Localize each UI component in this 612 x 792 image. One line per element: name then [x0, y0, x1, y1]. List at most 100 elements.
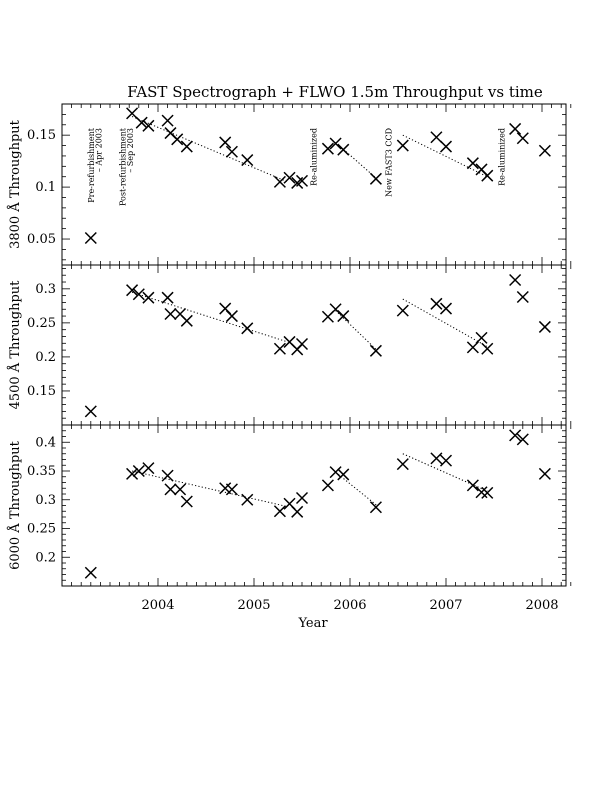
data-point — [142, 119, 155, 132]
data-point — [439, 302, 453, 315]
data-point — [180, 314, 193, 327]
data-point — [481, 169, 494, 182]
trend-line — [402, 134, 488, 178]
data-point — [241, 154, 254, 167]
data-point — [509, 273, 522, 287]
data-point — [126, 107, 139, 120]
data-point — [84, 231, 97, 245]
x-tick-labels: 2004 2005 2006 2007 2008 — [141, 598, 558, 613]
data-point — [430, 131, 443, 144]
trend-line — [131, 291, 288, 343]
data-point — [439, 454, 453, 467]
annotation-label: Re-aluminized — [498, 128, 507, 186]
data-point — [283, 171, 296, 184]
data-point — [396, 304, 409, 317]
data-point — [321, 479, 334, 492]
data-point — [396, 458, 409, 471]
y-tick-label: 0.2 — [35, 550, 56, 565]
data-point — [430, 452, 443, 465]
data-point — [84, 405, 97, 418]
data-point — [509, 429, 522, 442]
annotation-label: Post-refurbishment — [118, 127, 127, 206]
data-point — [164, 483, 177, 496]
data-point — [337, 143, 350, 156]
trend-line — [335, 142, 378, 180]
y-tick-label: 0.1 — [35, 180, 56, 195]
data-point — [369, 172, 382, 185]
y-tick-label: 0.25 — [27, 316, 56, 331]
data-point — [225, 145, 238, 158]
data-point — [439, 140, 453, 153]
data-point — [126, 284, 139, 297]
data-point — [164, 307, 177, 321]
data-point — [180, 495, 193, 508]
data-point — [142, 462, 155, 475]
data-point — [161, 469, 174, 482]
data-point — [516, 433, 529, 446]
data-point — [337, 468, 350, 481]
y-axis-label: 6000 Å Throughput — [7, 440, 23, 570]
data-point — [132, 288, 145, 301]
y-tick-label: 0.2 — [35, 350, 56, 365]
data-point — [475, 331, 488, 344]
y-tick-label: 0.3 — [35, 282, 56, 297]
data-point — [295, 174, 309, 187]
data-point — [369, 501, 382, 514]
x-tick-label: 2008 — [525, 598, 558, 613]
data-point — [135, 116, 148, 129]
trend-line — [131, 116, 288, 183]
x-tick-label: 2004 — [141, 598, 174, 613]
data-point — [126, 467, 139, 480]
data-point — [481, 486, 494, 499]
data-point — [538, 467, 551, 480]
data-point — [219, 136, 232, 149]
panel-1: 0.05 0.1 0.15 3800 Å Throughput — [7, 103, 572, 266]
data-point — [369, 344, 382, 357]
data-point — [171, 133, 184, 146]
data-point — [174, 483, 187, 496]
y-tick-label: 0.4 — [35, 435, 56, 450]
data-point — [396, 139, 409, 152]
y-tick-label: 0.15 — [27, 384, 56, 399]
data-point — [161, 291, 174, 304]
data-point — [295, 491, 309, 505]
trend-line — [131, 470, 288, 508]
data-point — [337, 310, 350, 323]
trend-line — [335, 310, 378, 351]
data-point — [180, 140, 193, 153]
annotation-label: Pre-refurbishment — [87, 127, 96, 203]
panel-3: 0.2 0.25 0.3 0.35 0.4 6000 Å Throughput — [7, 424, 572, 587]
annotation-label: – Apr 2003 — [94, 128, 103, 172]
data-point — [241, 322, 254, 335]
data-point — [329, 137, 342, 150]
data-point — [241, 493, 254, 506]
data-point — [84, 566, 97, 579]
annotation-label: New FAST3 CCD — [384, 128, 393, 197]
panel-frame — [61, 424, 567, 587]
data-point — [273, 175, 286, 188]
data-point — [538, 144, 551, 157]
data-point — [132, 464, 145, 478]
y-tick-label: 0.05 — [27, 232, 56, 247]
x-tick-label: 2005 — [237, 598, 270, 613]
data-point — [466, 479, 479, 492]
trend-line — [402, 298, 488, 348]
y-tick-label: 0.35 — [27, 464, 56, 479]
data-point — [273, 342, 286, 355]
annotation-label: – Sep 2003 — [126, 128, 135, 173]
data-point — [295, 337, 309, 351]
y-axis-label: 4500 Å Throughput — [7, 280, 23, 410]
y-tick-label: 0.15 — [27, 128, 56, 143]
data-point — [516, 132, 529, 145]
annotations-group: Pre-refurbishment– Apr 2003 Post-refurbis… — [87, 127, 507, 206]
y-tick-label: 0.25 — [27, 522, 56, 537]
data-point — [430, 297, 443, 310]
x-axis-label: Year — [297, 616, 328, 631]
data-point — [291, 505, 304, 518]
data-point — [321, 142, 334, 155]
data-point — [225, 310, 238, 323]
data-point — [142, 291, 155, 304]
data-point — [481, 342, 494, 355]
